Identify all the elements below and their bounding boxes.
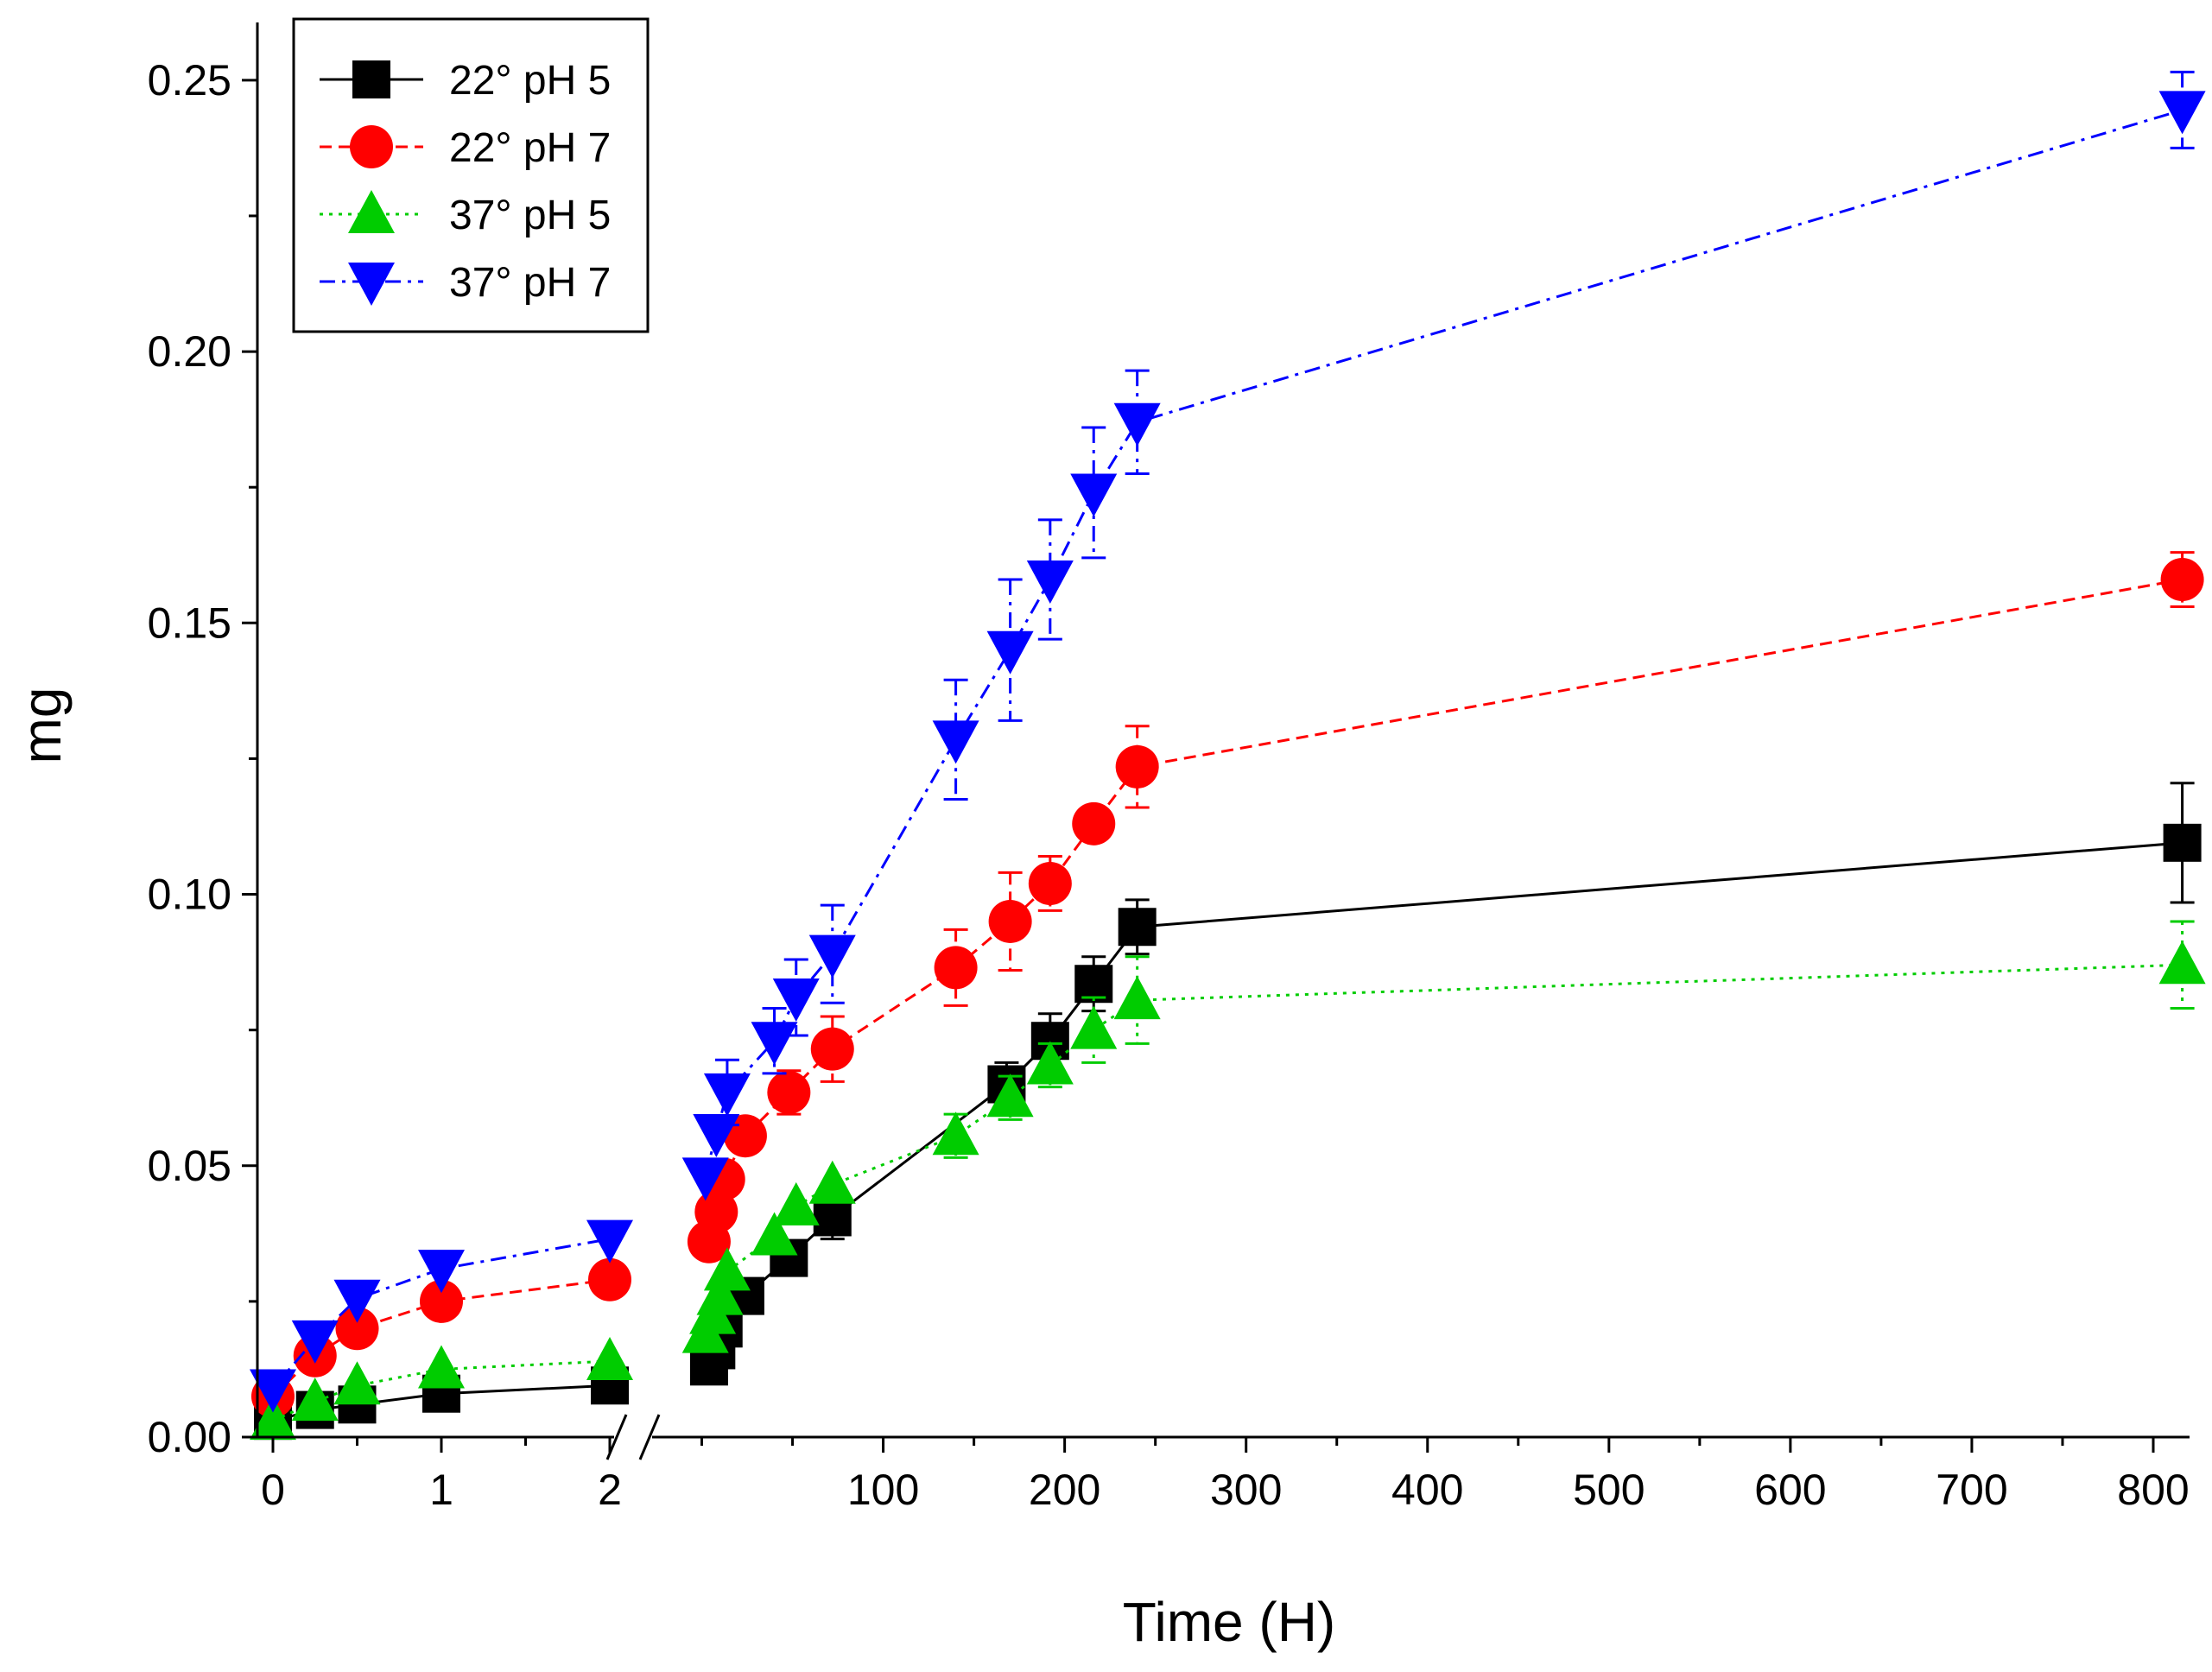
data-point xyxy=(751,1212,798,1256)
x-tick-label: 700 xyxy=(1936,1466,2007,1514)
x-tick-label: 200 xyxy=(1029,1466,1100,1514)
data-point xyxy=(420,1279,463,1323)
data-point xyxy=(988,899,1032,943)
data-point xyxy=(808,1160,856,1204)
x-axis-title: Time (H) xyxy=(1123,1591,1335,1653)
data-point xyxy=(772,978,820,1022)
data-point xyxy=(751,1022,798,1066)
data-point xyxy=(703,1073,751,1117)
data-point xyxy=(291,1378,339,1422)
data-point xyxy=(1026,1041,1074,1085)
data-point xyxy=(934,946,978,990)
data-point xyxy=(2158,91,2206,135)
data-point xyxy=(1070,473,1118,517)
data-point xyxy=(333,1361,381,1405)
data-point xyxy=(586,1337,633,1381)
legend-entry: 37° pH 5 xyxy=(320,190,611,238)
y-tick-label: 0.15 xyxy=(148,598,231,647)
data-point xyxy=(250,1369,296,1413)
y-axis-title: mg xyxy=(10,687,73,764)
data-point xyxy=(1113,976,1161,1020)
data-point xyxy=(1115,744,1159,788)
x-tick-label: 400 xyxy=(1391,1466,1463,1514)
data-point xyxy=(586,1219,633,1264)
x-tick-label: 100 xyxy=(847,1466,919,1514)
legend-marker xyxy=(350,125,393,168)
data-point xyxy=(1028,861,1072,905)
x-tick-label: 600 xyxy=(1754,1466,1826,1514)
series-3 xyxy=(250,70,2206,1413)
y-tick-label: 0.25 xyxy=(148,56,231,104)
data-point xyxy=(986,1074,1034,1118)
legend-label: 37° pH 7 xyxy=(449,260,611,306)
x-tick-label: 300 xyxy=(1210,1466,1282,1514)
data-point xyxy=(810,1027,854,1071)
y-tick-label: 0.00 xyxy=(148,1413,231,1461)
x-tick-label: 1 xyxy=(429,1466,453,1514)
data-point xyxy=(333,1279,381,1323)
legend-marker xyxy=(352,60,390,98)
data-point xyxy=(2163,823,2202,862)
data-point xyxy=(1118,908,1157,947)
data-point xyxy=(250,1396,296,1441)
legend-entry: 22° pH 7 xyxy=(320,125,611,171)
legend-entry: 37° pH 7 xyxy=(320,260,611,306)
data-point xyxy=(588,1257,631,1302)
data-point xyxy=(335,1307,379,1351)
data-point xyxy=(1113,402,1161,446)
x-tick-label: 800 xyxy=(2117,1466,2189,1514)
data-point xyxy=(1070,1005,1118,1049)
data-point xyxy=(703,1247,751,1291)
series-1 xyxy=(251,551,2204,1418)
data-point xyxy=(2160,558,2204,602)
legend-label: 37° pH 5 xyxy=(449,193,611,238)
data-point xyxy=(291,1320,339,1364)
data-point xyxy=(1026,560,1074,605)
data-point xyxy=(932,1112,979,1156)
x-tick-label: 0 xyxy=(261,1466,285,1514)
legend-label: 22° pH 5 xyxy=(449,58,611,104)
data-point xyxy=(418,1250,465,1294)
legend-label: 22° pH 7 xyxy=(449,125,611,171)
data-point xyxy=(418,1345,465,1389)
data-point xyxy=(986,630,1034,674)
legend-entry: 22° pH 5 xyxy=(320,58,611,104)
data-point xyxy=(813,1198,852,1237)
data-point xyxy=(696,1271,744,1315)
data-point xyxy=(1072,801,1116,846)
data-point xyxy=(681,1157,729,1201)
data-point xyxy=(772,1181,820,1226)
legend-marker xyxy=(348,190,395,233)
data-point xyxy=(808,934,856,978)
data-point xyxy=(694,1190,738,1234)
x-tick-label: 500 xyxy=(1573,1466,1645,1514)
y-tick-label: 0.05 xyxy=(148,1142,231,1190)
data-point xyxy=(693,1114,740,1158)
x-tick-label: 2 xyxy=(598,1466,622,1514)
legend-marker xyxy=(348,263,395,306)
axis-break-mark xyxy=(638,1414,661,1460)
y-tick-label: 0.20 xyxy=(148,327,231,376)
data-point xyxy=(932,720,979,764)
series-2 xyxy=(250,920,2206,1441)
data-point xyxy=(767,1070,811,1114)
data-point xyxy=(2158,940,2206,985)
y-tick-label: 0.10 xyxy=(148,871,231,919)
